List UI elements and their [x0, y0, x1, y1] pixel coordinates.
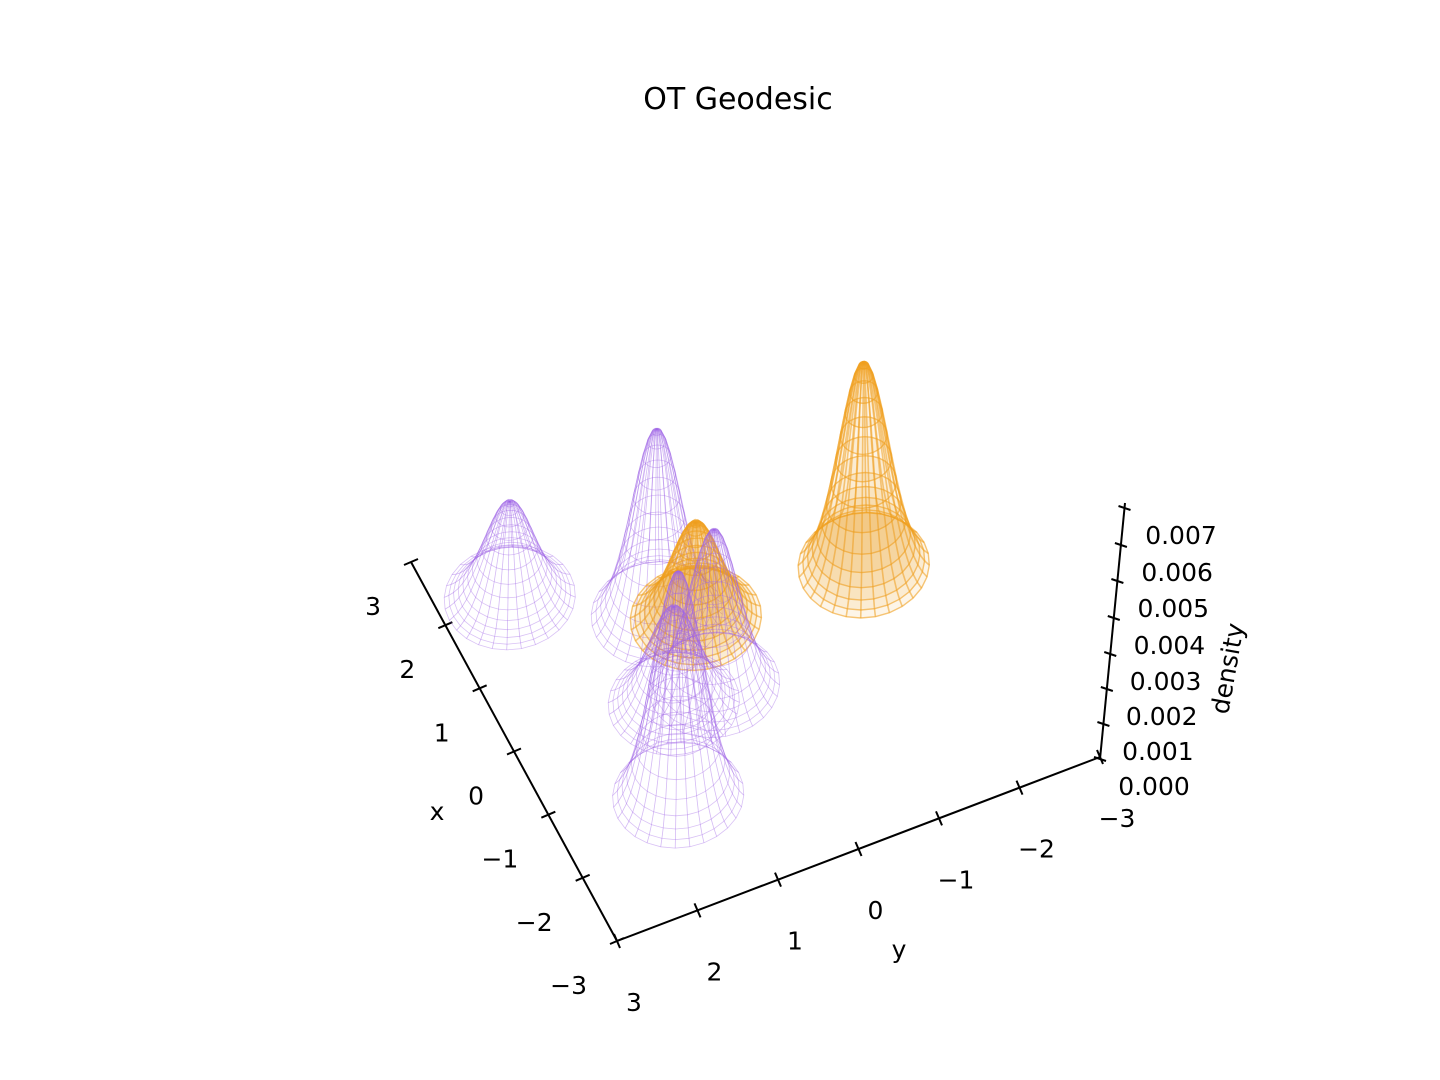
y-tick-label: −2: [1018, 835, 1055, 864]
z-tick: [1103, 651, 1117, 657]
orange-peak: [629, 518, 763, 672]
z-tick: [1097, 721, 1110, 727]
y-tick-label: 0: [868, 896, 884, 925]
y-tick-label: 3: [626, 988, 642, 1017]
x-tick-label: 1: [434, 718, 450, 747]
z-tick: [1107, 615, 1121, 621]
x-tick: [540, 810, 556, 819]
z-tick-label: 0.007: [1145, 521, 1217, 550]
z-axis-label: density: [1205, 621, 1250, 717]
y-tick-label: −1: [938, 865, 975, 894]
z-axis-line: [1099, 502, 1126, 760]
z-tick: [1114, 542, 1128, 548]
x-tick-label: 2: [399, 655, 415, 684]
x-tick-label: −1: [481, 845, 518, 874]
z-tick: [1118, 505, 1131, 511]
x-tick-label: −3: [550, 971, 587, 1000]
y-tick-label: 2: [707, 957, 723, 986]
x-tick-label: 0: [468, 782, 484, 811]
x-tick-label: −2: [516, 908, 553, 937]
x-tick: [472, 684, 488, 693]
y-tick: [774, 872, 782, 888]
x-tick-label: 3: [365, 592, 381, 621]
purple-peak: [648, 527, 781, 739]
z-tick-label: 0.000: [1118, 772, 1190, 801]
z-tick-label: 0.003: [1130, 667, 1202, 696]
axes-layer: −3 −2 −1 0 1 2 3 3 2 1 0 −1 −2 −3 0.000 0.001 0.002 0.003…: [365, 502, 1217, 1017]
z-tick: [1111, 578, 1124, 584]
purple-peak: [443, 498, 576, 651]
x-tick: [506, 747, 522, 756]
x-tick: [437, 621, 453, 630]
z-tick-label: 0.001: [1122, 737, 1194, 766]
x-axis-label: x: [430, 797, 445, 826]
purple-peak: [612, 570, 745, 849]
y-tick: [693, 902, 702, 918]
z-tick-label: 0.002: [1126, 702, 1198, 731]
z-tick: [1093, 756, 1107, 762]
y-tick: [935, 810, 943, 826]
z-tick: [1100, 686, 1114, 692]
z-tick-label: 0.006: [1141, 558, 1213, 587]
z-tick-label: 0.004: [1134, 631, 1206, 660]
y-tick: [854, 841, 863, 857]
y-tick: [613, 933, 621, 949]
chart-title: OT Geodesic: [643, 82, 833, 117]
y-tick-label: −3: [1099, 804, 1136, 833]
y-tick-label: 1: [787, 927, 803, 956]
z-tick-label: 0.005: [1137, 594, 1209, 623]
orange-peak: [797, 360, 931, 619]
purple-peak: [607, 603, 740, 756]
x-tick: [575, 873, 591, 882]
x-tick: [403, 558, 419, 566]
y-tick: [1015, 780, 1024, 796]
y-axis-label: y: [892, 935, 907, 964]
surface-layer: [443, 360, 931, 849]
